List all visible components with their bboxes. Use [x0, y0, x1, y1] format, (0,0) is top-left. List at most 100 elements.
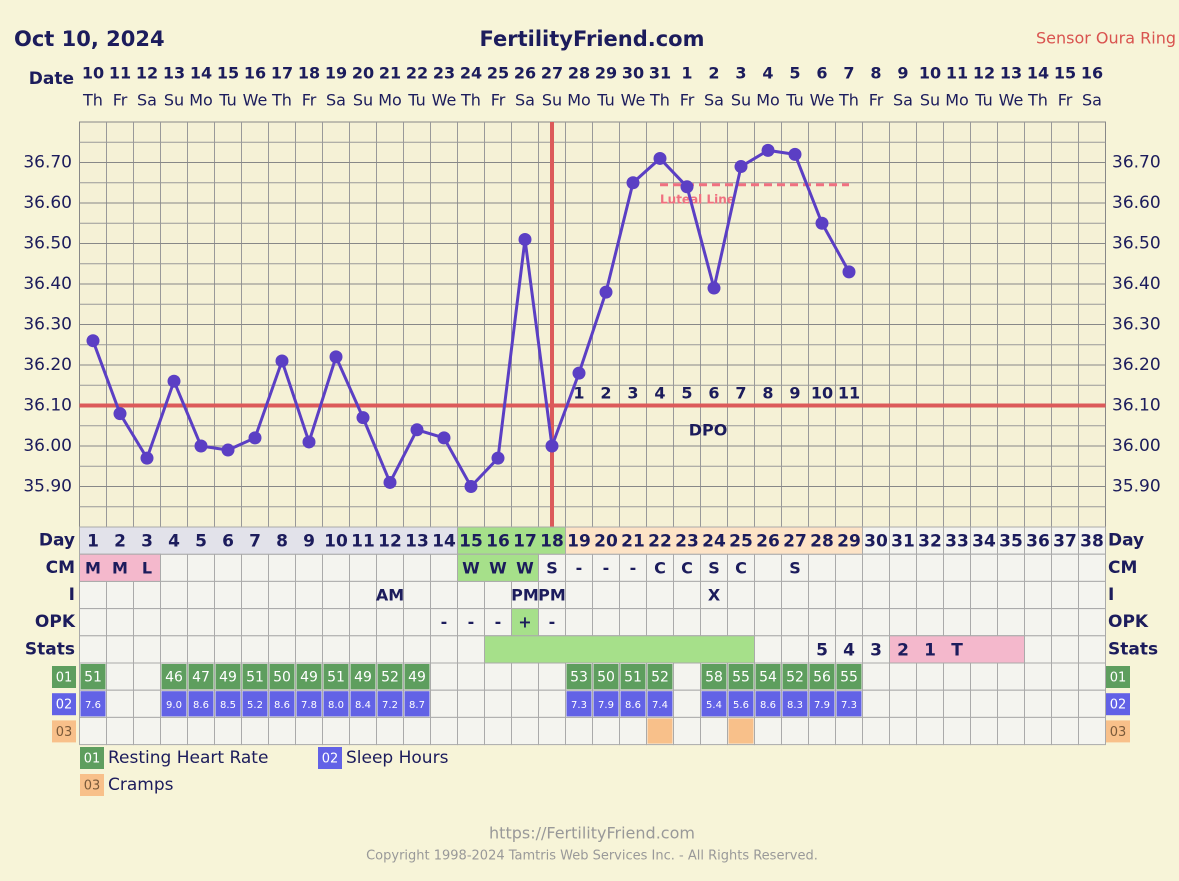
weekday-label: Sa: [515, 91, 535, 110]
heart-rate-code: 01: [1110, 671, 1127, 686]
table-cell: [1024, 635, 1052, 664]
heart-rate-cell: [836, 664, 862, 690]
weekday-label: We: [621, 91, 646, 110]
table-cell: [457, 662, 485, 691]
sleep-label: 9.0: [166, 700, 182, 711]
table-cell: [1051, 689, 1079, 718]
table-cell: [970, 716, 998, 746]
sleep-label: 5.6: [733, 700, 749, 711]
table-cell: [133, 608, 161, 637]
table-cell: [79, 580, 107, 610]
row-label: I: [69, 585, 75, 605]
cell-label: 32: [918, 532, 942, 552]
table-cell: [133, 580, 161, 610]
table-cell: [430, 689, 458, 718]
heart-rate-label: 52: [786, 670, 804, 686]
table-cell: [241, 716, 269, 746]
date-label: 8: [870, 64, 881, 83]
cell-label: 20: [594, 532, 618, 552]
table-cell: [106, 662, 134, 691]
heart-rate-label: 58: [705, 670, 723, 686]
table-cell: [943, 580, 971, 610]
dpo-title: DPO: [689, 421, 728, 440]
table-cell: [673, 553, 701, 582]
table-cell: [457, 580, 485, 610]
table-cell: [1024, 608, 1052, 637]
chart-date: Oct 10, 2024: [14, 27, 165, 51]
dpo-label: 3: [627, 384, 638, 403]
cell-label: 19: [567, 532, 591, 552]
table-cell: [241, 635, 269, 664]
table-cell: [322, 608, 350, 637]
table-cell: [484, 580, 512, 610]
sleep-code: 02: [322, 752, 339, 767]
date-label: 10: [82, 64, 104, 83]
heart-rate-label: 49: [219, 670, 237, 686]
table-cell: [1078, 580, 1106, 610]
sleep-label: 5.2: [247, 700, 263, 711]
temperature-point: [572, 366, 586, 380]
cell-label: 24: [702, 532, 726, 552]
table-cell: [970, 608, 998, 637]
table-cell: [889, 608, 917, 637]
date-label: 12: [973, 64, 995, 83]
sleep-cell: [593, 691, 619, 717]
heart-rate-cell: [188, 664, 214, 690]
table-cell: [133, 662, 161, 691]
table-cell: [565, 608, 593, 637]
table-cell: [538, 662, 566, 691]
cell-label: S: [708, 558, 720, 577]
date-label: 16: [1081, 64, 1103, 83]
cell-label: C: [735, 558, 747, 577]
row-highlight: [565, 526, 863, 555]
table-cell: [430, 635, 458, 664]
cell-label: C: [654, 558, 666, 577]
sleep-label: 8.7: [409, 700, 425, 711]
heart-rate-box: [80, 747, 104, 769]
sleep-label: 7.3: [841, 700, 857, 711]
cramps-box: [1106, 720, 1130, 743]
weekday-label: Su: [542, 91, 562, 110]
table-cell: [106, 608, 134, 637]
date-label: 14: [1027, 64, 1049, 83]
table-cell: [862, 608, 890, 637]
table-cell: [808, 608, 836, 637]
table-cell: [1024, 716, 1052, 746]
table-cell: [754, 580, 782, 610]
table-cell: [889, 662, 917, 691]
temperature-point: [491, 451, 505, 465]
row-label-right: CM: [1108, 558, 1137, 578]
table-cell: [376, 580, 404, 610]
sleep-cell: [350, 691, 376, 717]
cell-label: -: [603, 558, 610, 577]
sleep-cell: [404, 691, 430, 717]
date-label: 11: [946, 64, 968, 83]
date-label: 17: [271, 64, 293, 83]
site-title: FertilityFriend.com: [480, 27, 705, 51]
table-cell: [808, 716, 836, 746]
table-cell: [430, 662, 458, 691]
table-cell: [484, 689, 512, 718]
sleep-label: 8.6: [760, 700, 776, 711]
sleep-cell: [728, 691, 754, 717]
table-cell: [511, 580, 539, 610]
sleep-cell: [782, 691, 808, 717]
table-cell: [322, 635, 350, 664]
row-label-right: Day: [1108, 531, 1144, 551]
temperature-point: [329, 350, 343, 364]
sleep-cell: [242, 691, 268, 717]
date-label: 24: [460, 64, 482, 83]
heart-rate-label: 52: [381, 670, 399, 686]
table-cell: [511, 716, 539, 746]
table-cell: [1078, 608, 1106, 637]
table-cell: [889, 580, 917, 610]
heart-rate-label: 49: [408, 670, 426, 686]
table-cell: [781, 580, 809, 610]
heart-rate-label: 50: [273, 670, 291, 686]
table-cell: [943, 553, 971, 582]
table-cell: [241, 608, 269, 637]
table-cell: [943, 526, 971, 555]
table-cell: [673, 580, 701, 610]
cell-label: 18: [540, 532, 564, 552]
table-cell: [835, 553, 863, 582]
